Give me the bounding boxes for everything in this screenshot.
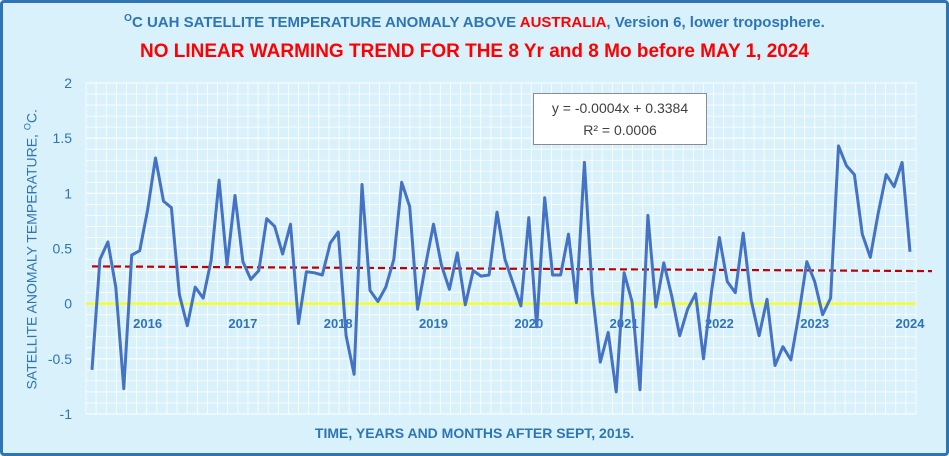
title-highlight-australia: AUSTRALIA <box>519 14 607 31</box>
year-label: 2016 <box>133 316 162 331</box>
y-axis-label: SATELLITE ANOMALY TEMPERATURE, OC. <box>22 109 40 390</box>
trend-equation: y = -0.0004x + 0.3384 <box>551 100 689 116</box>
y-tick-label: -1 <box>60 406 73 422</box>
year-label: 2023 <box>800 316 829 331</box>
y-tick-label: 0.5 <box>53 241 73 257</box>
y-tick-label: 1 <box>64 185 72 201</box>
temperature-anomaly-series-line <box>90 144 912 394</box>
chart-canvas: -1 -0.5 0 0.5 1 1.5 2 2016 2017 2018 2019 2020 2021… <box>48 75 933 422</box>
year-label: 2021 <box>610 316 639 331</box>
y-tick-label: 0 <box>64 296 72 312</box>
title-part1: C UAH SATELLITE TEMPERATURE ANOMALY ABOV… <box>131 14 520 31</box>
y-tick-label: 2 <box>64 75 72 91</box>
title-part2: , Version 6, lower troposphere. <box>606 14 825 31</box>
year-label: 2022 <box>705 316 734 331</box>
year-label: 2024 <box>896 316 926 331</box>
y-tick-label: 1.5 <box>53 130 73 146</box>
year-label: 2020 <box>514 316 543 331</box>
chart-title-line2: NO LINEAR WARMING TREND FOR THE 8 Yr and… <box>140 41 809 62</box>
year-label: 2019 <box>419 316 448 331</box>
linear-trend-line <box>91 265 933 273</box>
r-squared: R² = 0.0006 <box>583 122 657 138</box>
y-tick-label: -0.5 <box>48 351 72 367</box>
x-axis-label: TIME, YEARS AND MONTHS AFTER SEPT, 2015. <box>314 425 635 441</box>
chart-title-line1: OC UAH SATELLITE TEMPERATURE ANOMALY ABO… <box>124 13 825 31</box>
trendline-equation-box: y = -0.0004x + 0.3384 R² = 0.0006 <box>533 93 707 145</box>
year-label: 2017 <box>228 316 257 331</box>
year-label: 2018 <box>324 316 353 331</box>
